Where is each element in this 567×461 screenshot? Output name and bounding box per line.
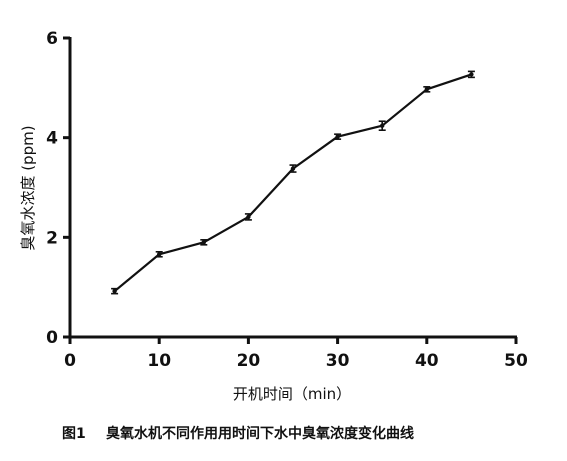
figure-caption-label: 图1 bbox=[62, 426, 86, 442]
x-tick-label: 30 bbox=[326, 351, 350, 371]
data-point bbox=[112, 288, 117, 294]
data-point bbox=[335, 134, 340, 139]
y-tick-label: 6 bbox=[46, 29, 58, 49]
y-tick-label: 2 bbox=[46, 228, 58, 248]
y-axis-ticks: 0 2 4 6 bbox=[46, 29, 70, 348]
series-layer bbox=[111, 70, 475, 295]
x-axis-title: 开机时间（min） bbox=[233, 385, 351, 403]
x-tick-label: 40 bbox=[415, 351, 439, 371]
x-tick-label: 10 bbox=[147, 351, 171, 371]
figure-caption: 图1 臭氧水机不同作用用时间下水中臭氧浓度变化曲线 bbox=[62, 425, 414, 442]
data-point bbox=[469, 72, 474, 77]
x-tick-label: 20 bbox=[237, 351, 261, 371]
figure-caption-text: 臭氧水机不同作用用时间下水中臭氧浓度变化曲线 bbox=[106, 425, 414, 442]
x-tick-label: 50 bbox=[504, 351, 528, 371]
series-line bbox=[113, 73, 472, 293]
y-tick-label: 0 bbox=[46, 328, 58, 348]
data-point bbox=[246, 214, 251, 220]
x-axis-ticks: 0 10 20 30 40 50 bbox=[64, 337, 528, 371]
x-tick-label: 0 bbox=[64, 351, 76, 371]
data-point bbox=[157, 252, 162, 257]
data-point bbox=[290, 166, 296, 171]
data-point bbox=[380, 123, 385, 128]
data-point bbox=[201, 240, 206, 245]
y-tick-label: 4 bbox=[46, 129, 58, 149]
data-point bbox=[424, 87, 429, 92]
y-axis-title: 臭氧水浓度 (ppm) bbox=[19, 125, 37, 250]
